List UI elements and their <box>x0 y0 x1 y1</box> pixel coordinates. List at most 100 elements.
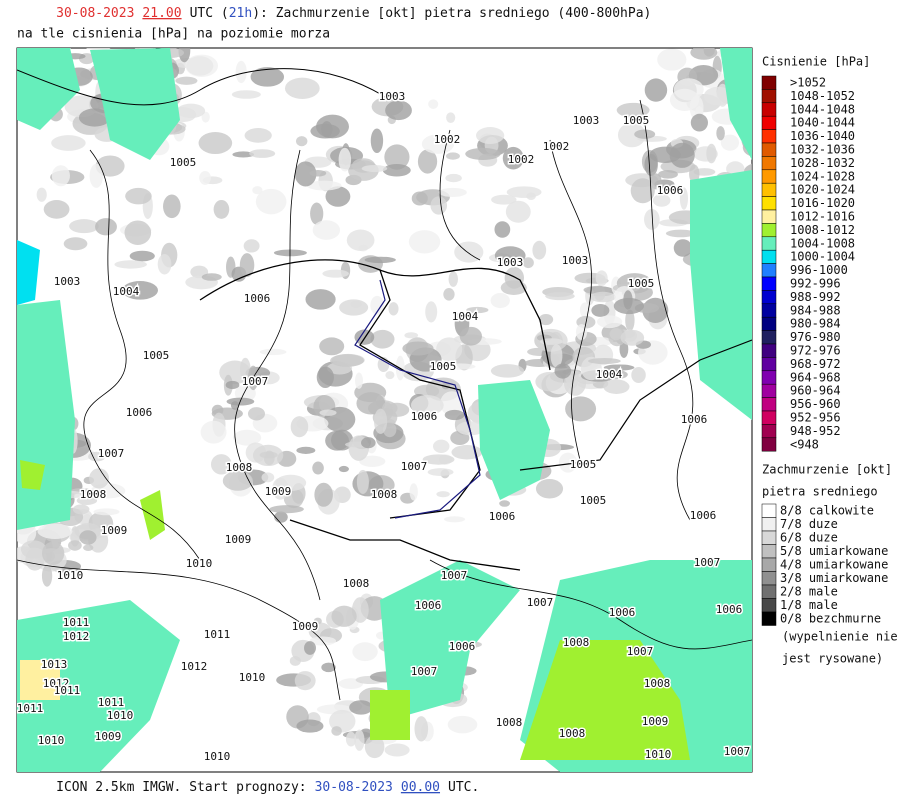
isobar-label: 1003 <box>573 114 600 127</box>
cloud-cell <box>550 344 563 368</box>
cloud-cell <box>304 641 316 655</box>
isobar-label: 1005 <box>430 360 457 373</box>
cloud-cell <box>410 394 444 416</box>
isobar-label: 1011 <box>98 696 125 709</box>
cloud-cell <box>545 292 575 301</box>
run-date: 30-08-2023 <box>56 6 134 21</box>
title-text: ): Zachmurzenie [okt] pietra sredniego (… <box>252 6 651 21</box>
cloud-cell <box>41 565 53 587</box>
legend-swatch <box>761 598 777 613</box>
cloud-cell <box>447 715 478 734</box>
cloud-cell <box>538 314 554 326</box>
cloud-cell <box>444 409 465 421</box>
isobar-label: 1007 <box>441 569 468 582</box>
legend-label: 980-984 <box>790 317 841 331</box>
legend-label: 976-980 <box>790 330 841 344</box>
cloud-cell <box>122 281 159 300</box>
legend-swatch <box>761 142 777 157</box>
cloud-cell <box>51 135 86 151</box>
cloud-cell <box>211 404 224 416</box>
footer-text: ICON 2.5km IMGW. Start prognozy: <box>56 780 306 795</box>
legend-label: 4/8 umiarkowane <box>780 558 888 572</box>
cloud-cell <box>402 341 434 356</box>
legend-swatch <box>761 343 777 358</box>
cloud-cell <box>385 371 395 380</box>
cloud-cell <box>673 239 693 257</box>
cloud-cell <box>356 469 369 494</box>
cloud-cell <box>443 287 455 301</box>
cloud-cell <box>620 329 645 346</box>
legend-label: 0/8 bezchmurne <box>780 612 881 626</box>
cloud-cell <box>72 504 90 515</box>
cloud-cell <box>370 128 384 154</box>
isobar-label: 1005 <box>623 114 650 127</box>
cloud-cell <box>359 455 386 467</box>
cloud-cell <box>43 200 70 219</box>
cloud-cell <box>603 379 630 394</box>
cloud-cell <box>234 384 256 402</box>
cloud-cell <box>665 229 696 238</box>
contour-line <box>17 559 341 701</box>
cloud-cell <box>201 111 210 123</box>
cloud-cell <box>565 396 597 422</box>
cloud-cell <box>408 230 441 254</box>
cloud-cell <box>644 78 668 102</box>
legend-label: 6/8 duze <box>780 531 838 545</box>
cloud-cell <box>290 416 309 438</box>
cloud-cell <box>129 250 155 262</box>
legend-label: 1012-1016 <box>790 210 855 224</box>
cloud-cell <box>232 151 255 158</box>
cloud-cell <box>623 290 633 310</box>
legend-label: 1036-1040 <box>790 129 855 143</box>
cloud-cell <box>210 454 232 475</box>
legend-swatch <box>761 223 777 238</box>
cloud-cell <box>338 465 349 473</box>
cloud-cell <box>269 505 304 514</box>
cloud-cell <box>539 338 563 345</box>
isobar-label: 1009 <box>642 715 669 728</box>
cloud-cell <box>255 188 287 215</box>
pressure-fill <box>140 490 165 540</box>
cloud-cell <box>652 193 671 207</box>
cloud-cell <box>658 170 678 179</box>
cloud-cell <box>422 454 455 465</box>
cloud-cell <box>163 194 181 219</box>
run-time: 21.00 <box>142 6 181 21</box>
isobar-label: 1008 <box>496 716 523 729</box>
cloud-legend-note: jest rysowane) <box>782 652 883 666</box>
tz: UTC ( <box>190 6 229 21</box>
cloud-cell <box>222 470 253 491</box>
cloud-cell <box>385 100 412 121</box>
legend-swatch <box>761 611 777 626</box>
legend-label: <948 <box>790 437 819 451</box>
isobar-label: 1009 <box>95 730 122 743</box>
cloud-cell <box>703 86 733 106</box>
cloud-cell <box>619 340 629 358</box>
cloud-cell <box>356 392 386 415</box>
cloud-cell <box>591 303 610 317</box>
header-subtitle: na tle cisnienia [hPa] na poziomie morza <box>17 27 330 42</box>
cloud-cell <box>443 363 476 370</box>
cloud-cell <box>425 301 438 323</box>
isobar-label: 1009 <box>265 485 292 498</box>
cloud-cell <box>125 187 152 205</box>
pressure-fill <box>17 48 80 130</box>
cloud-cell <box>50 41 61 48</box>
cloud-cell <box>354 372 363 389</box>
contour-line <box>83 149 201 561</box>
cloud-cell <box>476 127 505 144</box>
cloud-cell <box>37 523 73 539</box>
isobar-label: 1007 <box>694 556 721 569</box>
cloud-cell <box>76 496 98 505</box>
cloud-cell <box>314 482 333 507</box>
cloud-cell <box>36 187 47 202</box>
cloud-cell <box>466 306 489 314</box>
cloud-cell <box>445 152 460 160</box>
cloud-cell <box>261 472 275 483</box>
cloud-cell <box>364 735 385 759</box>
cloud-cell <box>595 270 608 287</box>
isobar-label: 1008 <box>563 636 590 649</box>
cloud-cell <box>436 337 463 362</box>
cloud-cell <box>306 180 342 191</box>
cloud-cell <box>617 122 646 148</box>
